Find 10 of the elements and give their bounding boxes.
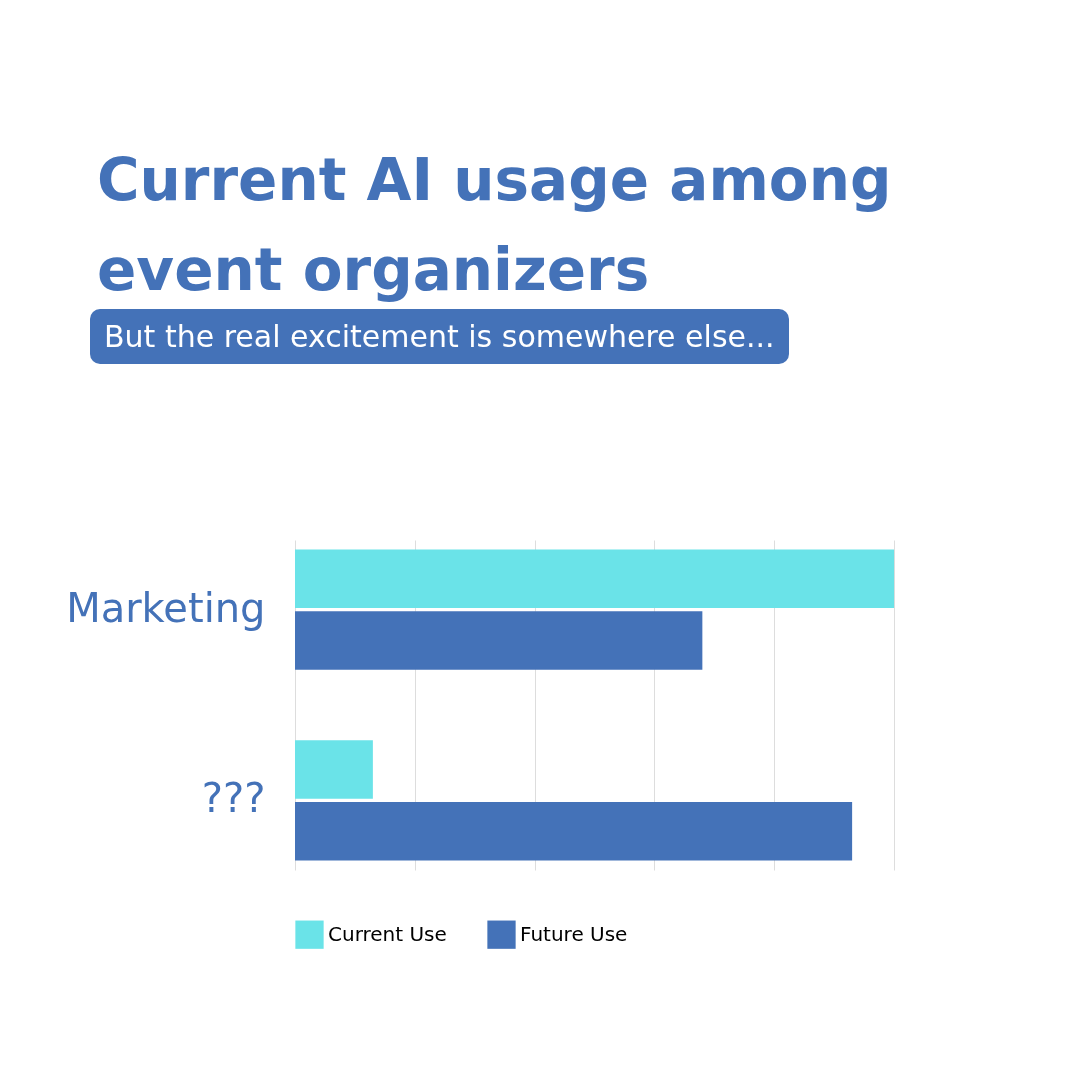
bar — [295, 611, 703, 670]
y-tick-label: ??? — [201, 775, 266, 822]
bar — [295, 740, 373, 799]
legend-label: Future Use — [520, 921, 628, 946]
bar — [295, 801, 853, 861]
bar — [295, 549, 895, 609]
chart-title: Current AI usage among event organizers — [97, 145, 893, 306]
chart-subtitle: But the real excitement is somewhere else... — [90, 309, 789, 364]
y-tick-label: Marketing — [66, 584, 266, 631]
legend-label: Current Use — [328, 921, 447, 946]
